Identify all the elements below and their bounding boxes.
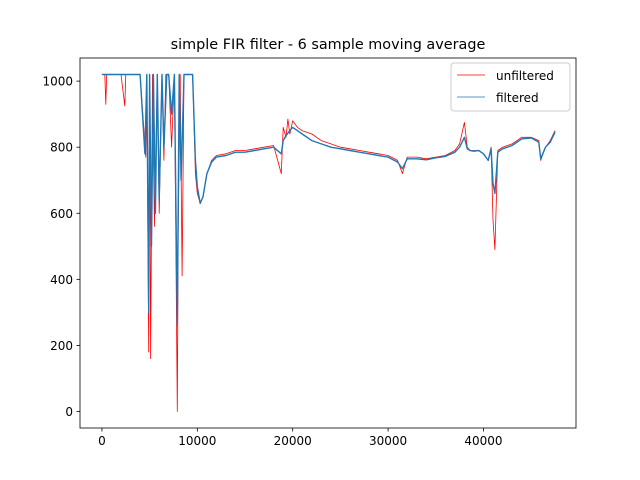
y-tick-label: 200 (50, 339, 73, 353)
y-tick-label: 800 (50, 141, 73, 155)
legend-label-filtered: filtered (496, 91, 539, 105)
x-axis: 0 10000 20000 30000 40000 (98, 428, 503, 448)
y-axis: 0 200 400 600 800 1000 (42, 75, 80, 419)
y-tick-label: 0 (65, 405, 73, 419)
x-tick-label: 0 (98, 434, 106, 448)
x-tick-label: 30000 (369, 434, 407, 448)
series-layer (101, 73, 556, 412)
y-tick-label: 600 (50, 207, 73, 221)
y-tick-label: 400 (50, 273, 73, 287)
legend-label-unfiltered: unfiltered (496, 69, 554, 83)
y-tick-label: 1000 (42, 75, 73, 89)
chart-title: simple FIR filter - 6 sample moving aver… (171, 37, 486, 53)
plot-frame (79, 57, 577, 429)
series-line-filtered (101, 73, 556, 327)
legend: unfiltered filtered (450, 62, 571, 112)
x-tick-label: 40000 (464, 434, 502, 448)
x-tick-label: 20000 (274, 434, 312, 448)
x-tick-label: 10000 (178, 434, 216, 448)
